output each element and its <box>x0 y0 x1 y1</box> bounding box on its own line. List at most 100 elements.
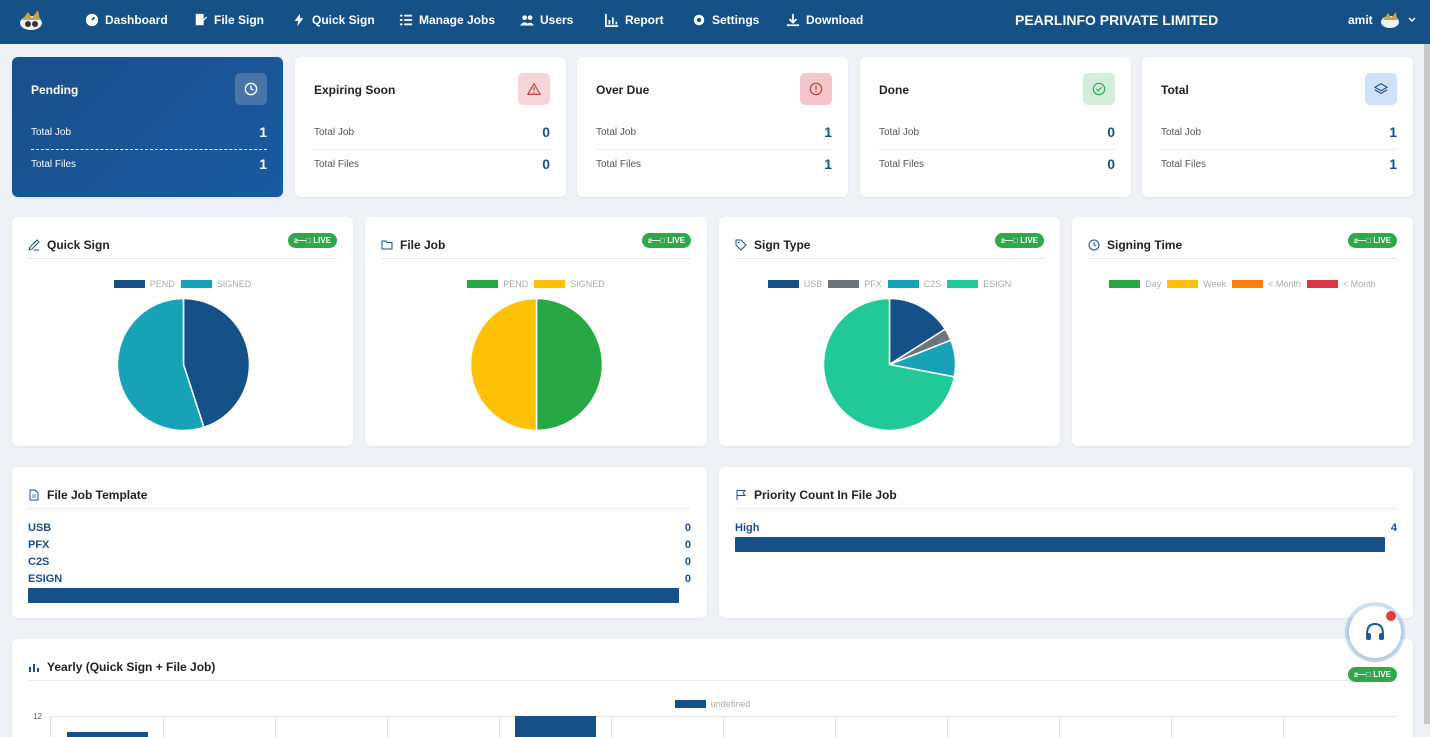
bar-chart-icon <box>29 663 39 672</box>
legend-swatch <box>1306 280 1338 288</box>
stat-icon-box <box>1365 73 1397 105</box>
legend-swatch <box>1109 280 1141 288</box>
template-row-label: USB <box>28 522 52 534</box>
y-axis-tick: 12 <box>33 712 42 721</box>
card-title-text: Signing Time <box>1107 237 1183 252</box>
live-badge: ƨ—□ LIVE <box>1347 667 1397 682</box>
stat-card-done[interactable]: Done Total Job 0 Total Files 0 <box>860 57 1131 197</box>
grid-line <box>611 716 612 737</box>
legend-item[interactable]: < Month <box>1306 279 1376 289</box>
app-logo[interactable] <box>16 6 46 36</box>
legend-item[interactable]: PEND <box>113 279 175 289</box>
pie-slice-pend[interactable] <box>535 297 604 432</box>
file-job-card: File Job ƨ—□ LIVE PEND SIGNED <box>365 217 707 446</box>
template-row-value: 0 <box>684 539 691 551</box>
lightning-icon <box>294 13 304 27</box>
stat-value: 1 <box>259 156 267 172</box>
clock-icon <box>1088 239 1100 250</box>
pie-slice-esign[interactable] <box>822 297 956 432</box>
stat-label: Total Job <box>879 126 920 138</box>
grid-line <box>499 716 500 737</box>
legend-swatch <box>828 280 860 288</box>
legend-label: Day <box>1145 279 1162 289</box>
card-title-text: File Job <box>400 237 446 252</box>
legend-item[interactable]: Day <box>1109 279 1161 289</box>
chart-legend: USB PFX C2S ESIGN <box>719 279 1060 289</box>
nav-report[interactable]: Report <box>605 0 664 40</box>
live-badge: ƨ—□ LIVE <box>1347 233 1397 248</box>
stat-card-expiring-soon[interactable]: Expiring Soon Total Job 0 Total Files 0 <box>295 57 566 197</box>
priority-bar-high <box>735 537 1385 552</box>
nav-users[interactable]: Users <box>520 0 573 40</box>
template-progress-bar <box>28 588 679 603</box>
stat-row-total-files: Total Files 1 <box>31 154 267 174</box>
card-title-text: File Job Template <box>47 487 148 502</box>
stat-divider <box>1161 149 1397 150</box>
stat-label: Total Files <box>1161 158 1207 170</box>
grid-line <box>163 716 164 737</box>
legend-item[interactable]: SIGNED <box>180 279 251 289</box>
support-button[interactable] <box>1349 606 1401 658</box>
stat-icon-box <box>1083 73 1115 105</box>
user-menu[interactable]: amit <box>1348 10 1417 30</box>
stat-row-total-job: Total Job 0 <box>879 122 1115 142</box>
grid-line <box>835 716 836 737</box>
stat-card-over-due[interactable]: Over Due Total Job 1 Total Files 1 <box>577 57 848 197</box>
stat-value: 0 <box>542 156 550 172</box>
stat-card-pending[interactable]: Pending Total Job 1 Total Files 1 <box>12 57 283 197</box>
legend-item[interactable]: Week <box>1167 279 1226 289</box>
pie-slice-signed[interactable] <box>116 297 205 432</box>
file-job-pie <box>469 297 604 432</box>
card-title: Sign Type <box>735 238 810 252</box>
stat-value: 1 <box>824 124 832 140</box>
card-header: Yearly (Quick Sign + File Job) ƨ—□ LIVE <box>28 653 1397 682</box>
nav-download[interactable]: Download <box>786 0 863 40</box>
stat-row-total-files: Total Files 1 <box>596 154 832 174</box>
nav-file-sign[interactable]: File Sign <box>194 0 264 40</box>
grid-line <box>723 716 724 737</box>
file-sign-icon <box>195 13 208 26</box>
card-header: File Job Template <box>28 481 691 509</box>
pie-slice-usb[interactable] <box>888 297 947 366</box>
card-title-text: Sign Type <box>754 237 811 252</box>
card-title-text: Quick Sign <box>47 237 110 252</box>
template-row-label: ESIGN <box>28 573 63 585</box>
document-icon <box>29 489 39 500</box>
yearly-bar[interactable] <box>515 716 596 737</box>
pie-slice-pend[interactable] <box>182 297 251 429</box>
card-title-text: Yearly (Quick Sign + File Job) <box>47 659 216 674</box>
legend-item[interactable]: PFX <box>828 279 882 289</box>
stat-value: 0 <box>1107 156 1115 172</box>
stat-icon-box <box>235 73 267 105</box>
nav-dashboard[interactable]: Dashboard <box>85 0 168 40</box>
stat-title: Done <box>879 83 909 97</box>
list-icon <box>399 14 413 26</box>
nav-quick-sign[interactable]: Quick Sign <box>292 0 375 40</box>
scrollbar-thumb[interactable] <box>1424 44 1430 724</box>
stat-card-total[interactable]: Total Total Job 1 Total Files 1 <box>1142 57 1413 197</box>
yearly-bar[interactable] <box>67 732 148 737</box>
legend-item[interactable]: USB <box>767 279 822 289</box>
chart-legend: PEND SIGNED <box>12 279 353 289</box>
stat-row-total-files: Total Files 0 <box>314 154 550 174</box>
legend-swatch <box>1232 280 1264 288</box>
legend-label: PFX <box>864 279 882 289</box>
stat-divider <box>879 149 1115 150</box>
priority-row: High 4 <box>735 522 1397 534</box>
stat-row-total-job: Total Job 0 <box>314 122 550 142</box>
grid-line <box>387 716 388 737</box>
user-name: amit <box>1348 13 1373 27</box>
legend-item[interactable]: PEND <box>467 279 528 289</box>
page-scrollbar[interactable] <box>1424 44 1430 737</box>
nav-manage-jobs[interactable]: Manage Jobs <box>399 0 495 40</box>
notification-dot <box>1386 611 1396 621</box>
legend-item[interactable]: SIGNED <box>534 279 605 289</box>
legend-swatch <box>887 280 919 288</box>
pie-slice-signed[interactable] <box>469 297 538 432</box>
template-row: PFX 0 <box>28 539 691 551</box>
legend-item[interactable]: < Month <box>1232 279 1301 289</box>
nav-settings[interactable]: Settings <box>692 0 759 40</box>
top-navbar: Dashboard File Sign Quick Sign Manage Jo… <box>0 0 1430 44</box>
legend-item[interactable]: C2S <box>887 279 941 289</box>
legend-item[interactable]: ESIGN <box>947 279 1011 289</box>
